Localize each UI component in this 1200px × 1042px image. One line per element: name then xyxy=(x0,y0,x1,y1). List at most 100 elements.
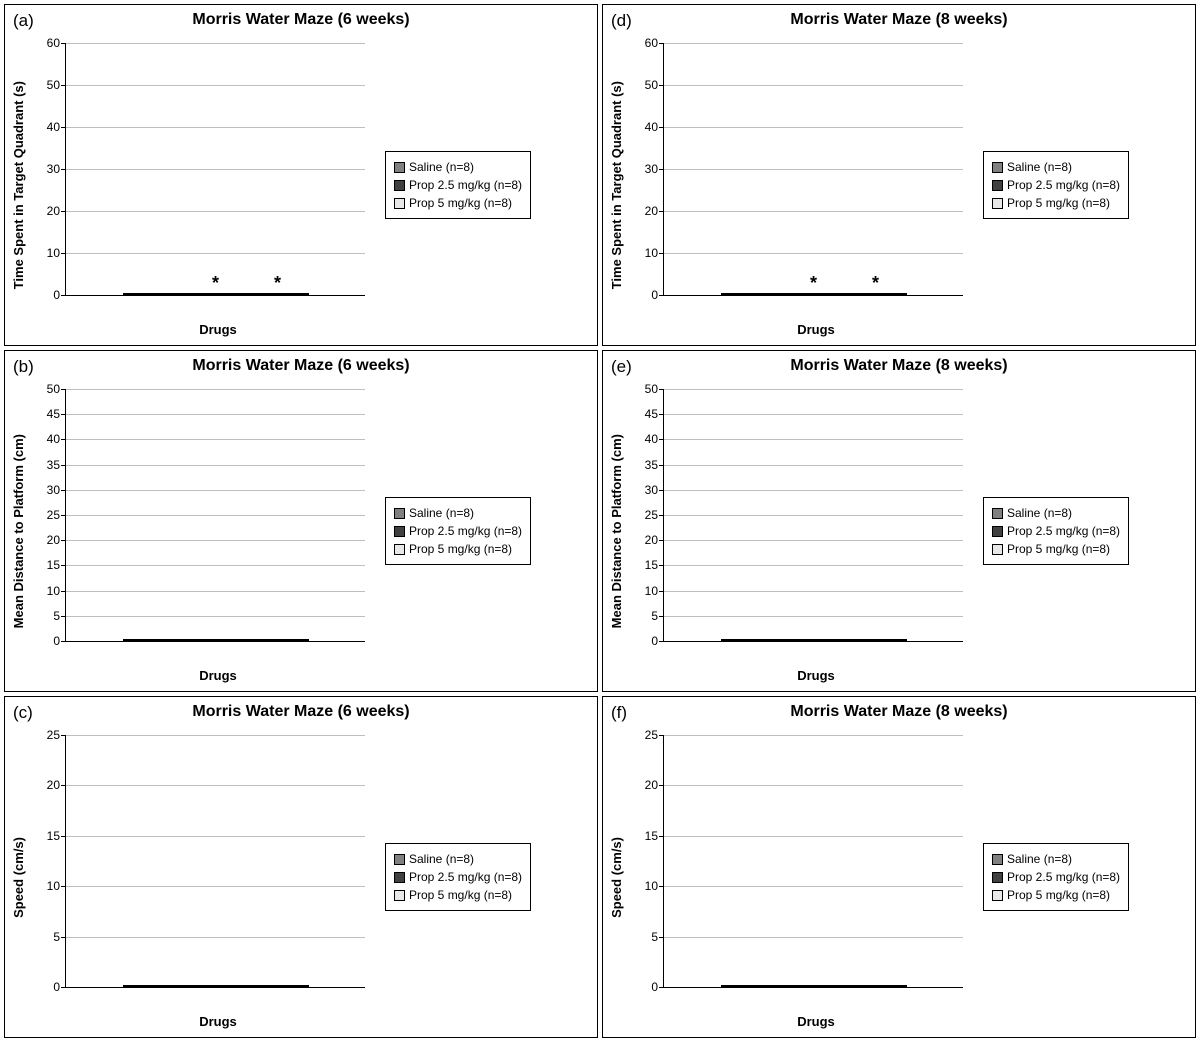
y-tick-label: 20 xyxy=(645,778,664,792)
legend-label: Prop 2.5 mg/kg (n=8) xyxy=(409,176,522,194)
bar: * xyxy=(845,293,907,295)
legend-item: Prop 5 mg/kg (n=8) xyxy=(992,194,1120,212)
legend-item: Prop 2.5 mg/kg (n=8) xyxy=(992,522,1120,540)
x-axis-label: Drugs xyxy=(31,322,371,337)
y-tick-label: 0 xyxy=(651,288,664,302)
plot-frame: 05101520253035404550 xyxy=(663,389,963,642)
bar xyxy=(783,985,845,987)
bar xyxy=(721,985,783,987)
bar-wrap xyxy=(247,639,309,641)
y-tick-label: 30 xyxy=(645,483,664,497)
legend-item: Prop 5 mg/kg (n=8) xyxy=(992,886,1120,904)
legend-item: Prop 5 mg/kg (n=8) xyxy=(394,886,522,904)
legend-label: Prop 5 mg/kg (n=8) xyxy=(409,194,512,212)
y-axis-label: Mean Distance to Platform (cm) xyxy=(9,434,31,628)
y-tick-label: 50 xyxy=(47,382,66,396)
y-tick-label: 20 xyxy=(645,533,664,547)
x-axis-label: Drugs xyxy=(629,668,969,683)
legend-swatch xyxy=(394,544,405,555)
legend: Saline (n=8)Prop 2.5 mg/kg (n=8)Prop 5 m… xyxy=(385,843,531,911)
bar-wrap xyxy=(845,639,907,641)
panel-label: (b) xyxy=(13,357,34,377)
y-tick-label: 60 xyxy=(645,36,664,50)
chart-row: Time Spent in Target Quadrant (s)0102030… xyxy=(9,33,593,337)
y-axis-label: Time Spent in Target Quadrant (s) xyxy=(607,81,629,289)
legend-item: Saline (n=8) xyxy=(394,850,522,868)
y-tick-label: 20 xyxy=(645,204,664,218)
legend-swatch xyxy=(992,854,1003,865)
x-axis-label: Drugs xyxy=(31,668,371,683)
legend-swatch xyxy=(394,508,405,519)
y-tick-label: 0 xyxy=(53,288,66,302)
bar-wrap: * xyxy=(783,293,845,295)
y-tick-label: 30 xyxy=(47,483,66,497)
y-tick-label: 15 xyxy=(645,829,664,843)
y-tick-label: 40 xyxy=(47,120,66,134)
plot-area: 0102030405060** xyxy=(629,33,969,318)
legend-label: Saline (n=8) xyxy=(409,158,474,176)
y-tick-label: 10 xyxy=(47,879,66,893)
bar-wrap xyxy=(783,985,845,987)
y-tick-label: 10 xyxy=(645,879,664,893)
legend-label: Prop 5 mg/kg (n=8) xyxy=(409,540,512,558)
x-axis-label: Drugs xyxy=(629,322,969,337)
panel-label: (c) xyxy=(13,703,33,723)
bar-wrap xyxy=(845,985,907,987)
plot-area: 0510152025 xyxy=(629,725,969,1010)
y-tick-label: 20 xyxy=(47,204,66,218)
bar-wrap xyxy=(783,639,845,641)
y-tick-label: 35 xyxy=(645,458,664,472)
plot-column: 0102030405060**Drugs xyxy=(31,33,371,337)
y-tick-label: 5 xyxy=(53,930,66,944)
legend: Saline (n=8)Prop 2.5 mg/kg (n=8)Prop 5 m… xyxy=(385,151,531,219)
y-tick-label: 10 xyxy=(645,584,664,598)
x-axis-label: Drugs xyxy=(31,1014,371,1029)
legend-item: Saline (n=8) xyxy=(394,158,522,176)
bar-group xyxy=(66,389,365,641)
y-tick-label: 10 xyxy=(47,246,66,260)
y-axis-label: Speed (cm/s) xyxy=(9,837,31,918)
legend-label: Prop 2.5 mg/kg (n=8) xyxy=(409,868,522,886)
chart-row: Mean Distance to Platform (cm)0510152025… xyxy=(9,379,593,683)
y-tick-label: 15 xyxy=(47,558,66,572)
panel-label: (e) xyxy=(611,357,632,377)
legend-swatch xyxy=(992,180,1003,191)
y-tick-label: 5 xyxy=(651,609,664,623)
legend-label: Prop 5 mg/kg (n=8) xyxy=(1007,194,1110,212)
chart-title: Morris Water Maze (8 weeks) xyxy=(607,11,1191,29)
legend-label: Saline (n=8) xyxy=(1007,850,1072,868)
panel-b: (b)Morris Water Maze (6 weeks)Mean Dista… xyxy=(4,350,598,692)
plot-column: 05101520253035404550 Drugs xyxy=(629,379,969,683)
bar-group xyxy=(664,389,963,641)
significance-marker: * xyxy=(810,274,817,292)
legend-label: Saline (n=8) xyxy=(409,850,474,868)
y-tick-label: 45 xyxy=(47,407,66,421)
panel-label: (f) xyxy=(611,703,627,723)
legend-label: Prop 5 mg/kg (n=8) xyxy=(1007,540,1110,558)
y-axis-label: Time Spent in Target Quadrant (s) xyxy=(9,81,31,289)
y-tick-label: 0 xyxy=(651,634,664,648)
legend-item: Prop 2.5 mg/kg (n=8) xyxy=(992,176,1120,194)
bar-wrap xyxy=(123,639,185,641)
legend: Saline (n=8)Prop 2.5 mg/kg (n=8)Prop 5 m… xyxy=(983,151,1129,219)
legend: Saline (n=8)Prop 2.5 mg/kg (n=8)Prop 5 m… xyxy=(983,843,1129,911)
panel-a: (a)Morris Water Maze (6 weeks)Time Spent… xyxy=(4,4,598,346)
legend-item: Saline (n=8) xyxy=(992,158,1120,176)
figure-grid: (a)Morris Water Maze (6 weeks)Time Spent… xyxy=(0,0,1200,1042)
legend-swatch xyxy=(992,544,1003,555)
plot-column: 0510152025Drugs xyxy=(31,725,371,1029)
chart-row: Mean Distance to Platform (cm)0510152025… xyxy=(607,379,1191,683)
plot-column: 0510152025Drugs xyxy=(629,725,969,1029)
bar xyxy=(845,639,907,641)
panel-c: (c)Morris Water Maze (6 weeks)Speed (cm/… xyxy=(4,696,598,1038)
bar-wrap xyxy=(721,293,783,295)
legend: Saline (n=8)Prop 2.5 mg/kg (n=8)Prop 5 m… xyxy=(983,497,1129,565)
bar: * xyxy=(783,293,845,295)
legend-swatch xyxy=(992,526,1003,537)
bar: * xyxy=(247,293,309,295)
bar-wrap xyxy=(247,985,309,987)
panel-label: (a) xyxy=(13,11,34,31)
plot-column: 05101520253035404550Drugs xyxy=(31,379,371,683)
y-tick-label: 50 xyxy=(645,78,664,92)
plot-area: 0510152025 xyxy=(31,725,371,1010)
